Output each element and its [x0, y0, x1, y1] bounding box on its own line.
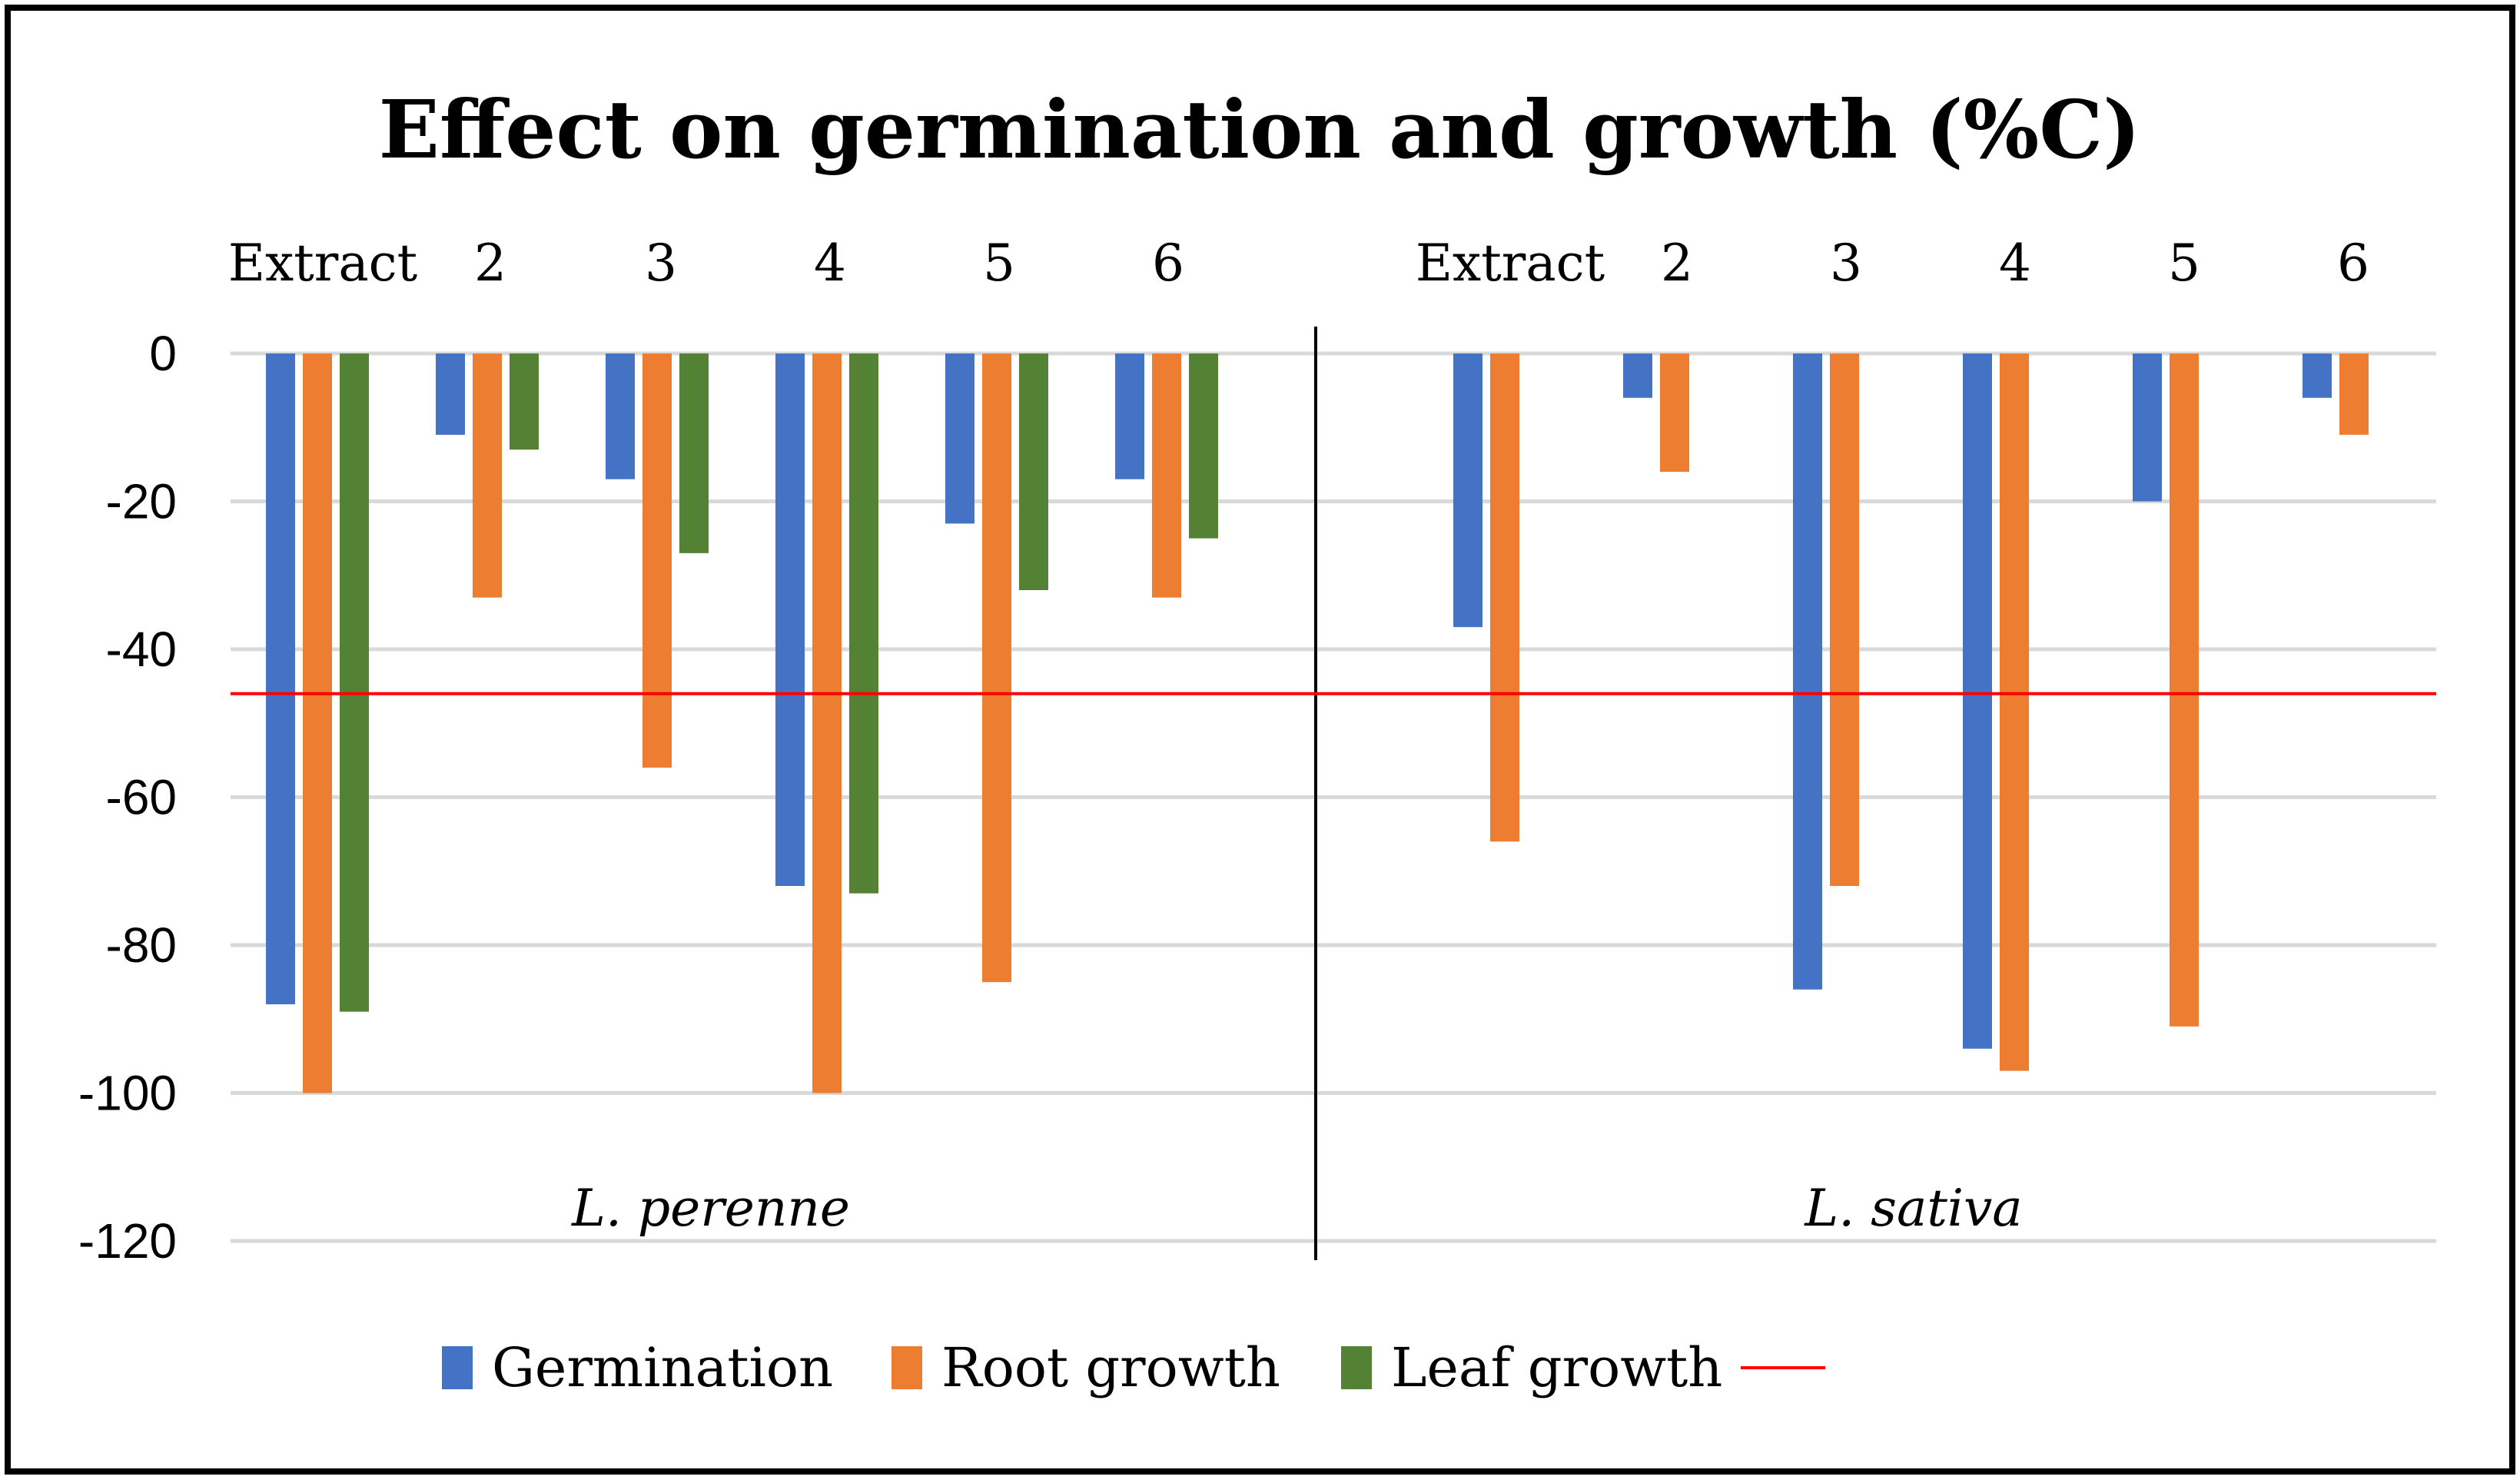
y-tick-label: -100 [78, 1066, 177, 1121]
bar [1115, 353, 1144, 479]
category-label: 2 [1661, 234, 1693, 293]
y-tick-label: -40 [106, 622, 178, 677]
category-label: 6 [1152, 234, 1184, 293]
bar [2303, 353, 2332, 398]
bar [1019, 353, 1048, 590]
bar [679, 353, 709, 553]
category-label: 3 [645, 234, 677, 293]
group-label: L. sativa [1804, 1179, 2022, 1238]
category-label: 5 [2168, 234, 2200, 293]
gridlines [231, 351, 2436, 1243]
y-tick-label: -120 [78, 1213, 177, 1269]
bar [473, 353, 502, 598]
bar [1490, 353, 1519, 842]
bar [1830, 353, 1859, 886]
category-label: 4 [1999, 234, 2031, 293]
y-tick-label: 0 [149, 326, 177, 381]
legend-swatch [1341, 1346, 1372, 1389]
category-label: 5 [983, 234, 1015, 293]
bar [2133, 353, 2162, 502]
bar [1152, 353, 1181, 598]
bar [303, 353, 332, 1093]
bar [1793, 353, 1822, 990]
chart-title: Effect on germination and growth (%C) [379, 82, 2141, 177]
bar [436, 353, 465, 435]
y-tick-label: -60 [106, 770, 178, 825]
bar [945, 353, 974, 524]
bar [1660, 353, 1689, 472]
bar [2339, 353, 2369, 435]
y-tick-label: -80 [106, 917, 178, 973]
legend-swatch [442, 1346, 473, 1389]
bar [1189, 353, 1218, 539]
bar [1963, 353, 1992, 1049]
category-label: 2 [474, 234, 506, 293]
bar [775, 353, 805, 886]
category-labels: Extract 2 3 4 5 6 Extract 2 3 4 5 6 [228, 234, 2369, 293]
category-label: Extract [1416, 234, 1605, 293]
bar [340, 353, 369, 1012]
legend-label: Root growth [941, 1336, 1280, 1399]
bar [1623, 353, 1652, 398]
category-label: 4 [814, 234, 846, 293]
category-label: 6 [2337, 234, 2369, 293]
group-labels: L. perenne L. sativa [571, 1179, 2023, 1238]
bars [266, 353, 2369, 1093]
bar [2000, 353, 2029, 1071]
bar [812, 353, 842, 1093]
legend-swatch [891, 1346, 922, 1389]
group-label: L. perenne [571, 1179, 850, 1238]
category-label: Extract [228, 234, 417, 293]
bar [849, 353, 878, 894]
bar [982, 353, 1011, 983]
bar [266, 353, 295, 1004]
legend: Germination Root growth Leaf growth [442, 1336, 1825, 1399]
bar [2170, 353, 2199, 1027]
bar [510, 353, 539, 450]
bar [606, 353, 635, 479]
y-axis-ticks: 0 -20 -40 -60 -80 -100 -120 [78, 326, 177, 1269]
bar [1453, 353, 1482, 628]
y-tick-label: -20 [106, 474, 178, 529]
legend-label: Germination [492, 1336, 833, 1399]
legend-label: Leaf growth [1391, 1336, 1722, 1399]
bar [642, 353, 672, 768]
chart-border [5, 5, 2515, 1475]
category-label: 3 [1830, 234, 1862, 293]
